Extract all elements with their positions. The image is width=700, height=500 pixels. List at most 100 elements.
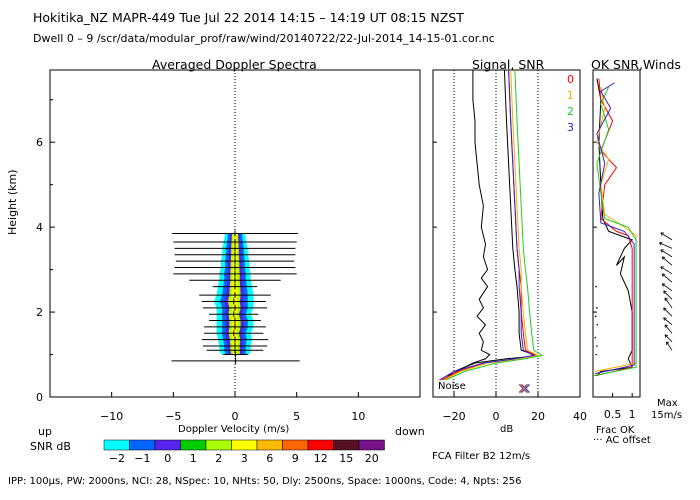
down-label: down <box>395 425 425 438</box>
ac-offset-label: ··· AC offset <box>593 435 651 446</box>
wind-arrowhead <box>663 317 665 321</box>
ac-offset-dot <box>594 336 597 339</box>
header-title: Hokitika_NZ MAPR-449 Tue Jul 22 2014 14:… <box>33 10 464 25</box>
signal-series-5 <box>439 69 536 381</box>
wind-vector <box>659 242 673 249</box>
noise-marker <box>519 384 529 393</box>
wind-arrowhead <box>659 242 662 246</box>
x-tick-label: 5 <box>293 410 300 423</box>
max-label: Max <box>657 398 678 409</box>
wind-arrowhead <box>663 307 665 311</box>
x-axis-label: Doppler Velocity (m/s) <box>178 424 290 435</box>
wind-vector <box>660 249 673 258</box>
wind-vector <box>663 290 673 300</box>
colorbar-tick-label: 0 <box>164 452 172 465</box>
wind-arrowhead <box>663 307 667 310</box>
frac-tick-label: 1 <box>629 408 636 421</box>
db-tick-label: 40 <box>573 410 587 423</box>
x-tick-label: −10 <box>100 410 123 423</box>
colorbar-swatch <box>358 439 385 451</box>
wind-arrowhead <box>663 290 665 294</box>
y-tick-label: 0 <box>36 391 43 404</box>
signal-frame <box>432 69 581 398</box>
wind-arrowhead <box>660 232 663 236</box>
colorbar-swatch <box>129 439 156 451</box>
colorbar-tick-label: 12 <box>313 452 328 465</box>
wind-arrowhead <box>666 341 670 344</box>
colorbar-swatch <box>154 439 181 451</box>
wind-arrowhead <box>661 283 664 287</box>
colorbar-tick-label: 20 <box>364 452 379 465</box>
ac-offset-dot <box>595 353 597 356</box>
signal-series-1 <box>443 69 536 381</box>
y-tick-label: 6 <box>36 136 43 149</box>
footer-params: IPP: 100µs, PW: 2000ns, NCI: 28, NSpec: … <box>8 476 522 487</box>
wind-arrowhead <box>664 334 669 336</box>
wind-vector <box>664 324 673 334</box>
wind-vector <box>660 232 673 241</box>
colorbar-tick-label: −1 <box>134 452 151 465</box>
ok-label: OK <box>591 57 610 72</box>
header-file-path: Dwell 0 – 9 /scr/data/modular_prof/raw/w… <box>33 32 495 45</box>
wind-arrowhead <box>663 290 667 293</box>
ac-offset-text: AC offset <box>605 435 651 446</box>
noise-marker <box>520 384 530 393</box>
colorbar-tick-label: 2 <box>215 452 223 465</box>
beam-legend-1: 1 <box>567 89 574 102</box>
snr-db-label: SNR dB <box>30 440 71 453</box>
db-tick-label: −20 <box>442 410 465 423</box>
wind-vector <box>664 334 673 343</box>
y-tick-label: 4 <box>36 221 43 234</box>
colorbar-tick-label: 9 <box>291 452 299 465</box>
beam-legend-3: 3 <box>567 121 574 134</box>
noise-label: Noise <box>438 381 466 392</box>
db-tick-label: 20 <box>531 410 545 423</box>
colorbar-swatch <box>282 439 309 451</box>
beam-legend-0: 0 <box>567 73 574 86</box>
colorbar-tick-label: −2 <box>108 452 125 465</box>
ok-frame <box>592 69 641 398</box>
max-speed-label: 15m/s <box>651 410 683 421</box>
wind-arrowhead <box>660 266 663 270</box>
frac-ok-label: Frac OK <box>596 425 635 436</box>
colorbar-tick-label: 6 <box>266 452 274 465</box>
snr-winds-label: SNR,Winds <box>613 57 681 72</box>
wind-vector <box>661 283 673 292</box>
colorbar-swatch <box>205 439 232 451</box>
colorbar-swatch <box>231 439 258 451</box>
wind-arrowhead <box>661 256 664 260</box>
spectra-panel-title: Averaged Doppler Spectra <box>152 57 317 72</box>
colorbar-tick-label: 3 <box>240 452 248 465</box>
wind-arrowhead <box>664 297 668 300</box>
wind-vector <box>660 266 673 275</box>
fca-filter-label: FCA Filter B2 12m/s <box>432 451 531 462</box>
ac-offset-dot <box>596 345 598 347</box>
wind-vector <box>663 307 673 317</box>
db-axis-label: dB <box>500 424 514 435</box>
ok-panel-title: OK SNR,Winds <box>591 57 681 72</box>
wind-arrowhead <box>664 324 668 327</box>
ac-offset-dot <box>595 285 597 288</box>
wind-vector <box>663 317 673 326</box>
x-tick-label: 10 <box>351 410 365 423</box>
ac-offset-dot <box>594 315 597 318</box>
colorbar-swatch <box>256 439 283 451</box>
wind-arrowhead <box>664 334 667 338</box>
signal-series-3 <box>443 69 540 381</box>
ac-offset-dot <box>596 324 599 326</box>
spectra-contour-4 <box>230 233 238 355</box>
x-tick-label: 0 <box>232 410 239 423</box>
ok-series-4 <box>594 82 635 375</box>
wind-vector <box>666 341 673 351</box>
colorbar-tick-label: 1 <box>189 452 197 465</box>
wind-vector <box>661 273 673 283</box>
up-label: up <box>38 425 52 438</box>
wind-vector <box>661 256 673 266</box>
ac-offset-dot <box>596 307 598 309</box>
signal-series-0 <box>449 70 491 377</box>
frac-tick-label: 0.5 <box>604 408 622 421</box>
ok-series-3 <box>592 86 637 377</box>
colorbar-swatch <box>180 439 207 451</box>
colorbar-swatch <box>307 439 334 451</box>
db-tick-label: 0 <box>493 410 500 423</box>
